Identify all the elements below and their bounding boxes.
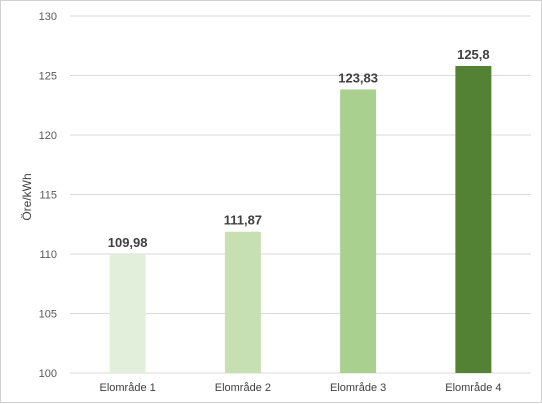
bar-4 [455,65,492,373]
y-tick-label-105: 105 [39,309,57,321]
category-label-1: Elområde 1 [99,382,155,394]
category-label-3: Elområde 3 [330,382,386,394]
category-label-2: Elområde 2 [215,382,271,394]
y-tick-label-130: 130 [39,11,57,23]
data-label-4: 125,8 [457,47,490,62]
bars [109,65,492,373]
y-tick-label-125: 125 [39,71,57,83]
bar-3 [340,89,377,373]
y-axis-label: Öre/kWh [20,173,34,220]
category-label-4: Elområde 4 [445,382,501,394]
y-axis-ticks: 100 105 110 115 120 125 130 [39,11,57,380]
data-labels: 109,98 111,87 123,83 125,8 [108,47,490,250]
y-tick-label-100: 100 [39,368,57,380]
bar-1 [109,254,146,373]
data-label-2: 111,87 [224,213,262,228]
y-tick-label-110: 110 [39,249,57,261]
y-tick-label-120: 120 [39,130,57,142]
x-axis-categories: Elområde 1 Elområde 2 Elområde 3 Elområde 4 [99,382,501,394]
bar-2 [224,231,261,373]
gridlines [70,15,531,374]
data-label-3: 123,83 [338,70,378,85]
y-tick-label-115: 115 [39,190,57,202]
data-label-1: 109,98 [108,235,148,250]
